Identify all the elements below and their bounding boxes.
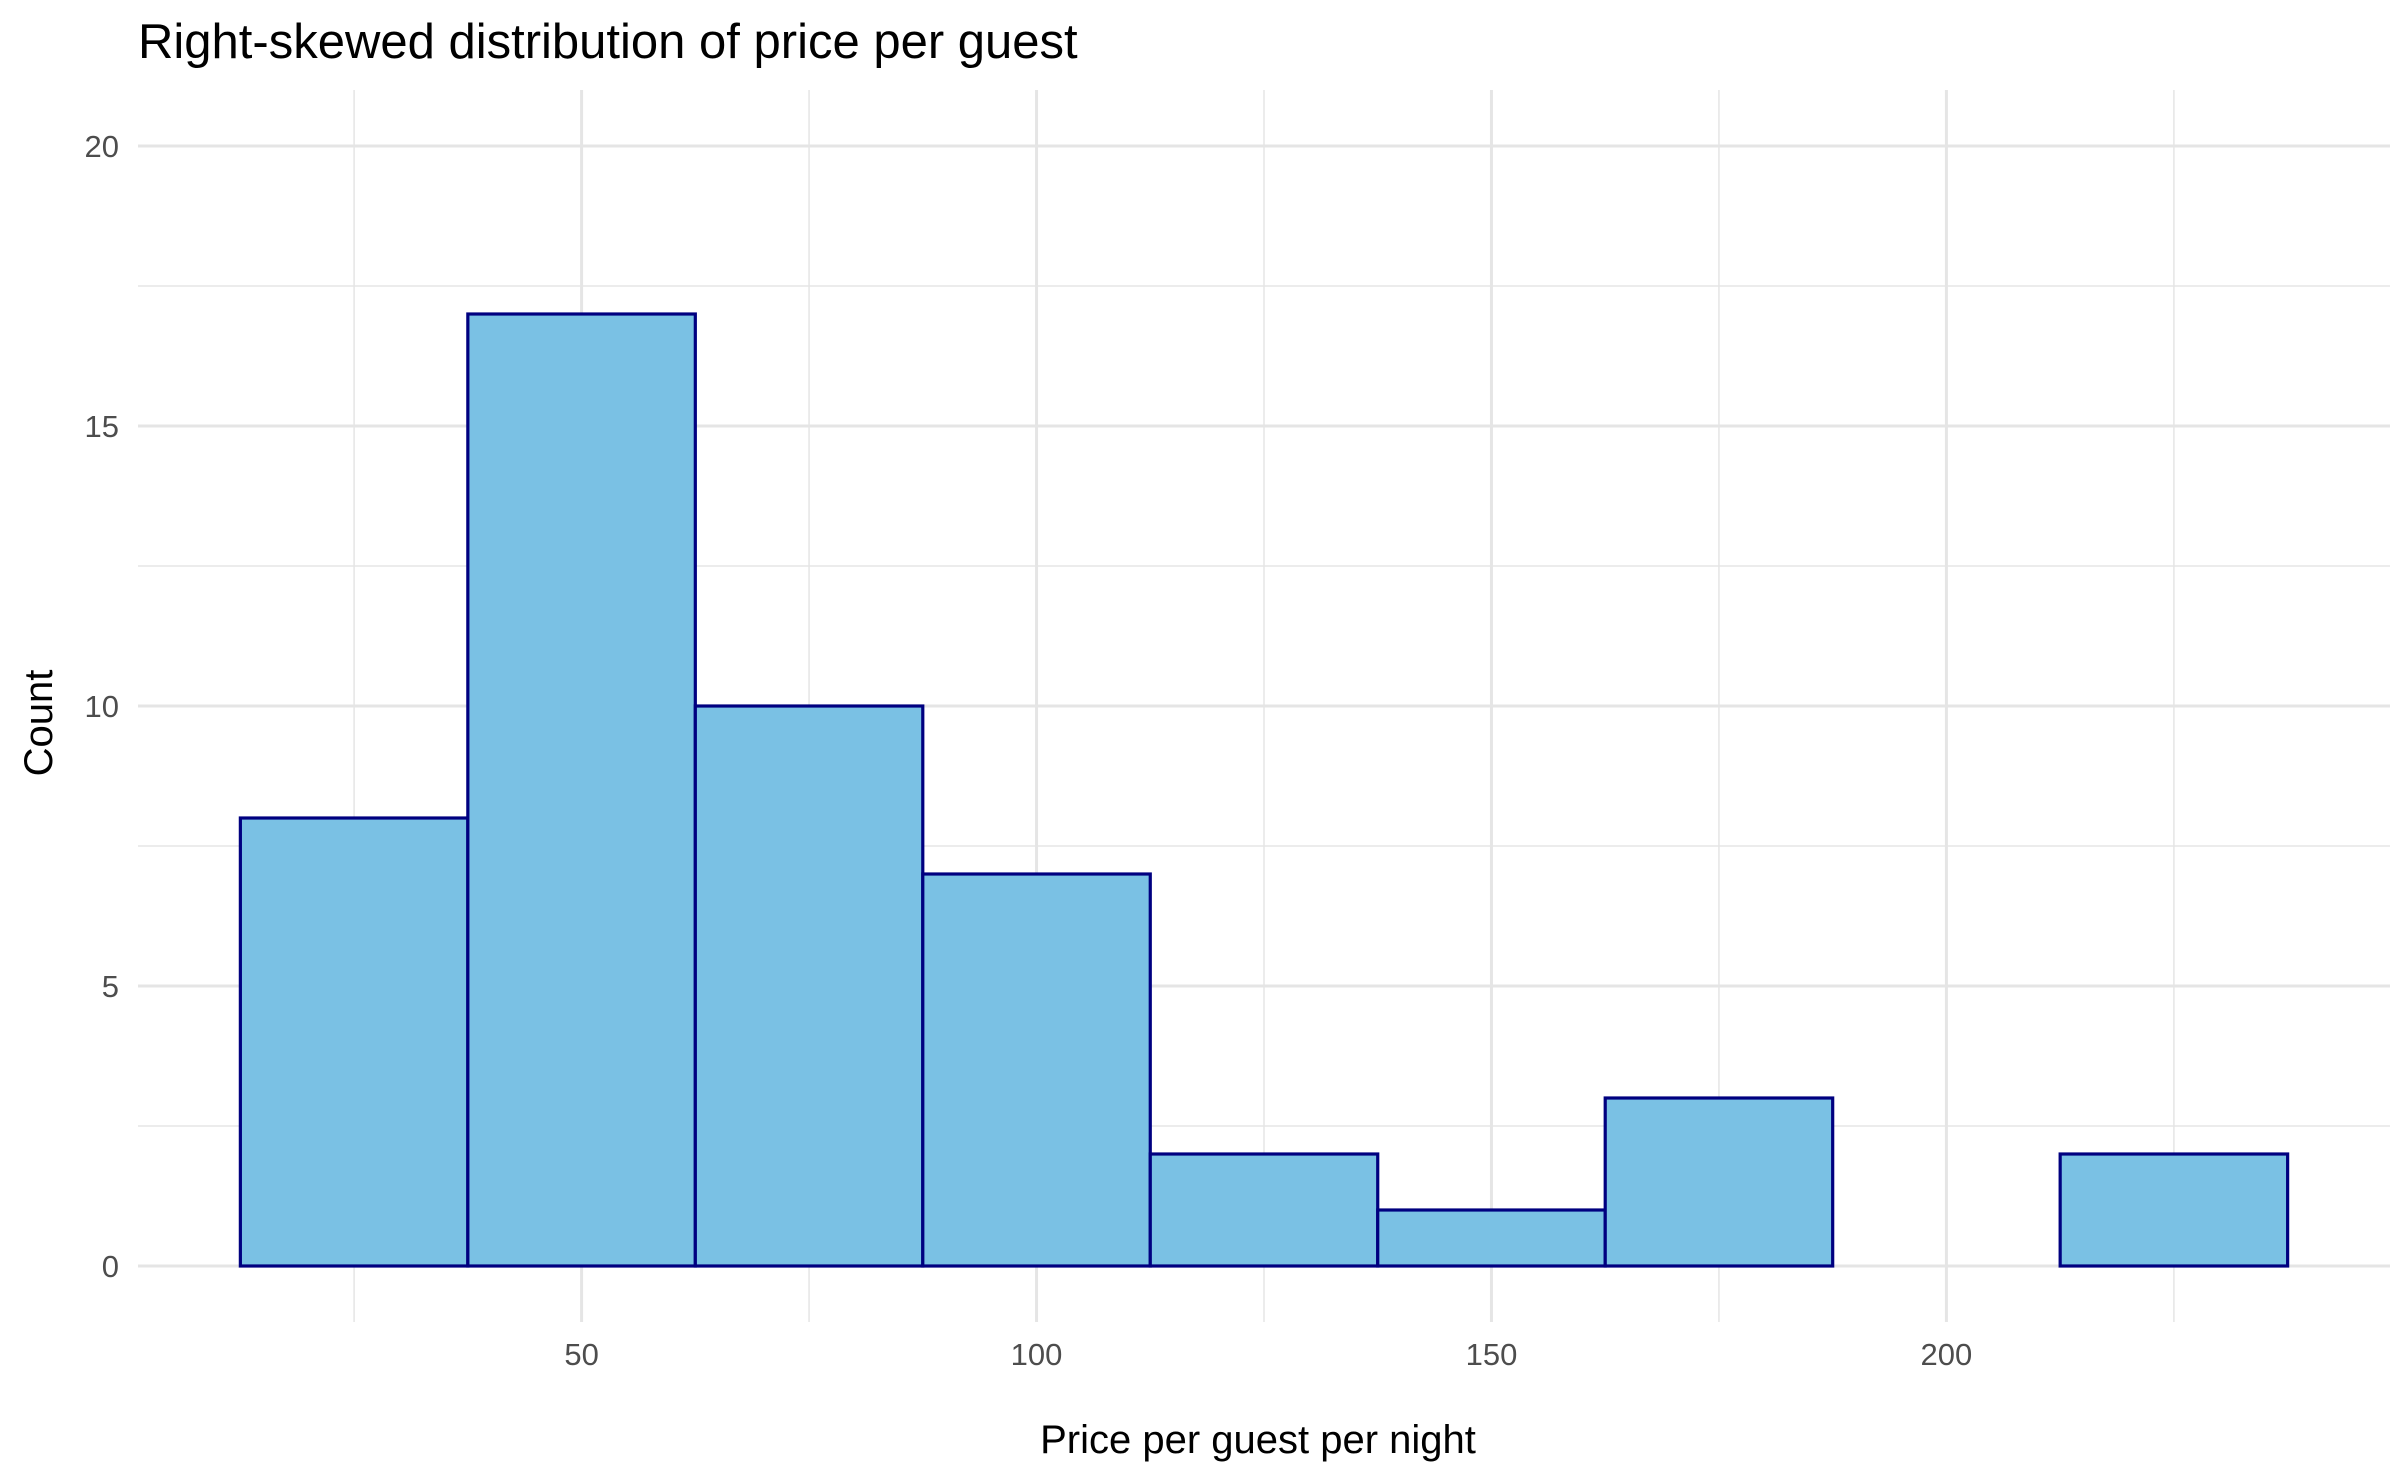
chart-title: Right-skewed distribution of price per g…	[138, 15, 1078, 69]
histogram-bar	[1376, 1208, 1607, 1268]
x-axis-tick-labels: 50 100 150 200	[564, 1337, 1972, 1372]
y-tick-label: 20	[85, 129, 119, 164]
y-tick-label: 5	[102, 969, 119, 1004]
histogram-bar	[1148, 1152, 1380, 1268]
histogram-bar	[1603, 1096, 1835, 1268]
histogram-bar	[238, 816, 470, 1268]
histogram-bar	[466, 312, 697, 1268]
histogram-bars	[238, 312, 2290, 1268]
y-tick-label: 15	[85, 409, 119, 444]
histogram-bar	[693, 704, 925, 1268]
y-axis-title: Count	[17, 670, 61, 777]
x-tick-label: 200	[1921, 1337, 1973, 1372]
y-tick-label: 10	[85, 689, 119, 724]
x-axis-title: Price per guest per night	[1040, 1418, 1476, 1462]
x-tick-label: 50	[564, 1337, 598, 1372]
x-tick-label: 100	[1011, 1337, 1063, 1372]
y-tick-label: 0	[102, 1249, 119, 1284]
histogram-bar	[921, 872, 1152, 1268]
histogram-bar	[2058, 1152, 2290, 1268]
y-axis-tick-labels: 0 5 10 15 20	[85, 129, 119, 1284]
x-tick-label: 150	[1466, 1337, 1518, 1372]
